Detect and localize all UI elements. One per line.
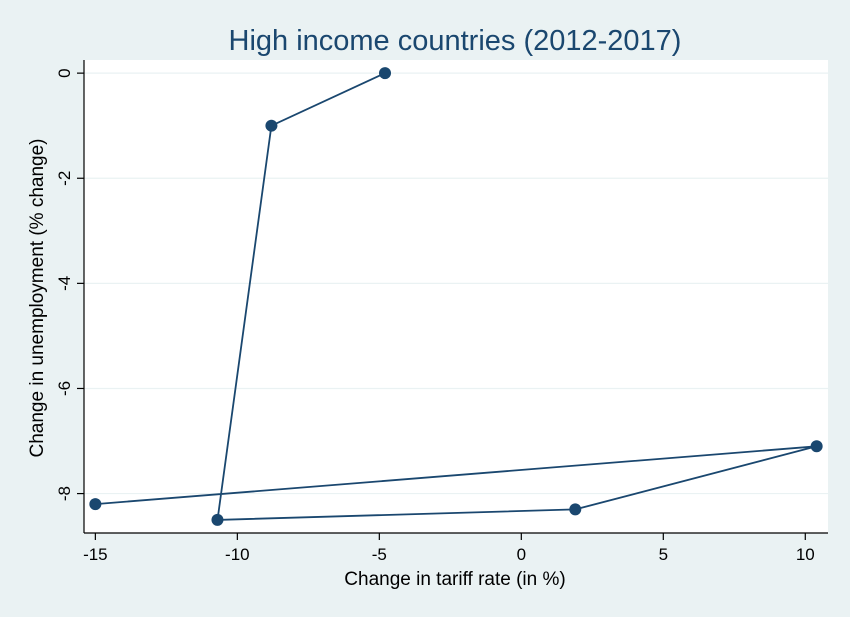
data-point (265, 119, 278, 132)
data-point (569, 503, 582, 516)
y-tick-label: -2 (55, 171, 74, 186)
data-point (211, 513, 224, 526)
data-point (89, 498, 102, 511)
y-axis-label: Change in unemployment (% change) (27, 139, 48, 458)
chart-title: High income countries (2012-2017) (229, 25, 682, 57)
x-axis-label: Change in tariff rate (in %) (344, 569, 565, 590)
x-tick-label: -10 (225, 545, 250, 564)
y-tick-label: -4 (55, 276, 74, 291)
x-tick-label: 10 (796, 545, 815, 564)
series-layer (89, 67, 823, 526)
x-tick-label: -5 (372, 545, 387, 564)
y-tick-label: 0 (55, 68, 74, 77)
plot-area (84, 60, 828, 533)
x-tick-label: 5 (659, 545, 668, 564)
axes: -15 -10 -5 0 5 10 0 -2 -4 -6 -8 (55, 60, 828, 564)
x-tick-label: 0 (517, 545, 526, 564)
y-tick-label: -6 (55, 381, 74, 396)
x-tick-label: -15 (83, 545, 108, 564)
data-point (379, 67, 392, 80)
y-tick-label: -8 (55, 486, 74, 501)
series-line (95, 72, 817, 521)
data-point (810, 440, 823, 453)
grid-lines (84, 72, 828, 495)
